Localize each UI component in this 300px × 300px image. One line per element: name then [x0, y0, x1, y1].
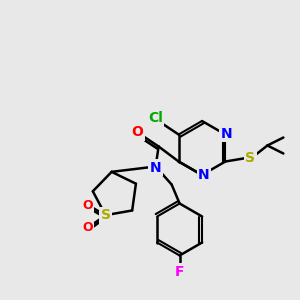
Text: Cl: Cl [148, 112, 163, 125]
Text: O: O [82, 199, 93, 212]
Text: N: N [198, 168, 210, 182]
Text: N: N [220, 127, 232, 140]
Text: S: S [245, 151, 255, 164]
Text: O: O [82, 221, 93, 234]
Text: N: N [150, 160, 161, 175]
Text: F: F [175, 265, 184, 278]
Text: O: O [132, 125, 144, 140]
Text: S: S [100, 208, 110, 222]
